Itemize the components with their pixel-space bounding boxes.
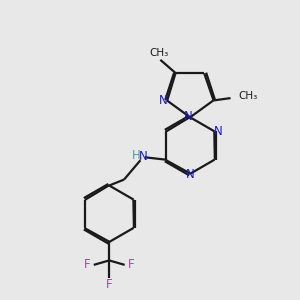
Text: N: N xyxy=(184,110,193,123)
Text: F: F xyxy=(84,258,91,271)
Text: N: N xyxy=(159,94,168,107)
Text: CH₃: CH₃ xyxy=(149,48,169,58)
Text: CH₃: CH₃ xyxy=(239,91,258,101)
Text: F: F xyxy=(128,258,134,271)
Text: F: F xyxy=(106,278,112,291)
Text: H: H xyxy=(132,149,140,162)
Text: N: N xyxy=(186,168,194,181)
Text: N: N xyxy=(138,150,147,163)
Text: N: N xyxy=(214,125,223,138)
